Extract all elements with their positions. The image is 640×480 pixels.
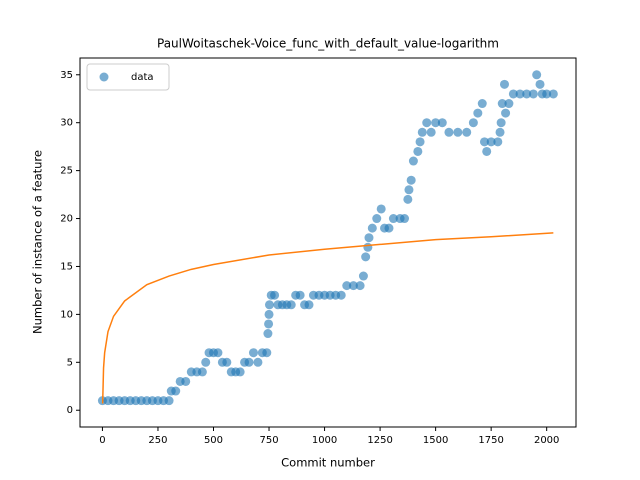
- data-point: [508, 89, 518, 99]
- data-point: [504, 99, 514, 109]
- y-tick-label: 15: [60, 261, 73, 272]
- data-point: [363, 242, 373, 252]
- data-point: [358, 271, 368, 281]
- data-point: [197, 367, 207, 377]
- data-point: [361, 252, 371, 262]
- data-point: [181, 376, 191, 386]
- x-tick-label: 250: [148, 435, 167, 446]
- data-point: [400, 214, 410, 224]
- data-point: [532, 70, 542, 80]
- data-point: [367, 223, 377, 233]
- data-point: [264, 319, 274, 329]
- data-point: [364, 233, 374, 243]
- legend-marker: [99, 72, 109, 82]
- data-point: [262, 348, 272, 358]
- data-point: [462, 127, 472, 137]
- data-point: [493, 137, 503, 147]
- data-point: [413, 146, 423, 156]
- data-point: [336, 290, 346, 300]
- plot-area: [97, 70, 558, 406]
- x-tick-label: 1750: [478, 435, 503, 446]
- data-point: [528, 89, 538, 99]
- data-point: [342, 281, 352, 291]
- data-point: [348, 281, 358, 291]
- y-tick-label: 5: [67, 357, 73, 368]
- data-point: [270, 290, 280, 300]
- data-point: [515, 89, 525, 99]
- x-tick-label: 750: [259, 435, 278, 446]
- data-point: [522, 89, 532, 99]
- y-tick-label: 20: [60, 214, 73, 225]
- data-point: [235, 367, 245, 377]
- data-point: [486, 137, 496, 147]
- y-tick-label: 25: [60, 166, 73, 177]
- y-axis-label: Number of instance of a feature: [31, 150, 45, 334]
- data-point: [253, 357, 263, 367]
- x-tick-label: 1250: [367, 435, 392, 446]
- legend-box: [86, 63, 170, 91]
- data-point: [304, 300, 314, 310]
- data-point: [542, 89, 552, 99]
- data-point: [372, 214, 382, 224]
- data-point: [479, 137, 489, 147]
- data-point: [222, 357, 232, 367]
- data-point: [213, 348, 223, 358]
- x-tick-label: 2000: [534, 435, 559, 446]
- y-tick-label: 10: [60, 309, 73, 320]
- data-point: [468, 118, 478, 128]
- data-point: [482, 146, 492, 156]
- data-point: [473, 108, 483, 118]
- data-point: [431, 118, 441, 128]
- axes-frame: [79, 57, 577, 428]
- data-point: [286, 300, 296, 310]
- x-tick-label: 500: [204, 435, 223, 446]
- data-point: [444, 127, 454, 137]
- data-point: [388, 214, 398, 224]
- data-point: [548, 89, 558, 99]
- data-point: [422, 118, 432, 128]
- data-point: [497, 99, 507, 109]
- x-tick-label: 0: [99, 435, 105, 446]
- data-point: [415, 137, 425, 147]
- data-point: [406, 175, 416, 185]
- data-point: [453, 127, 463, 137]
- x-axis-label: Commit number: [281, 456, 375, 470]
- data-point: [408, 156, 418, 166]
- legend-label: data: [131, 72, 154, 83]
- data-point: [426, 127, 436, 137]
- data-point: [244, 357, 254, 367]
- data-point: [171, 386, 181, 396]
- data-point: [355, 281, 365, 291]
- data-point: [501, 108, 511, 118]
- data-point: [376, 204, 386, 214]
- data-point: [201, 357, 211, 367]
- data-point: [264, 309, 274, 319]
- fit-line: [101, 232, 554, 404]
- data-point: [164, 396, 174, 406]
- data-point: [295, 290, 305, 300]
- data-point: [384, 223, 394, 233]
- y-tick-label: 0: [67, 405, 73, 416]
- data-point: [437, 118, 447, 128]
- y-tick-label: 35: [60, 70, 73, 81]
- data-point: [403, 194, 413, 204]
- data-point: [496, 118, 506, 128]
- x-tick-label: 1500: [423, 435, 448, 446]
- data-point: [404, 185, 414, 195]
- chart-title: PaulWoitaschek-Voice_func_with_default_v…: [157, 37, 499, 51]
- data-point: [417, 127, 427, 137]
- data-point: [499, 79, 509, 89]
- data-point: [263, 329, 273, 339]
- data-point: [477, 99, 487, 109]
- data-point: [495, 127, 505, 137]
- x-tick-label: 1000: [312, 435, 337, 446]
- data-point: [248, 348, 258, 358]
- y-tick-label: 30: [60, 118, 73, 129]
- data-point: [535, 79, 545, 89]
- data-point: [264, 300, 274, 310]
